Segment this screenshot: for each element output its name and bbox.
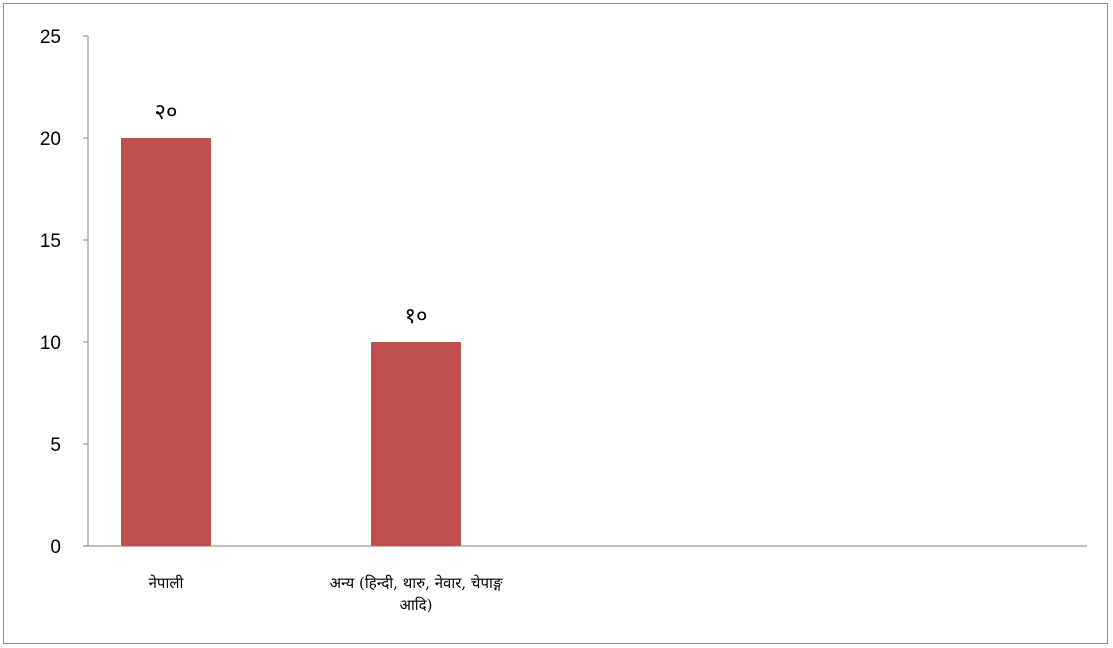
y-tick-label: 10 bbox=[40, 333, 61, 354]
x-tick-label: नेपाली bbox=[149, 574, 185, 592]
y-tick-label: 20 bbox=[40, 129, 61, 150]
y-tick-label: 15 bbox=[40, 231, 61, 252]
y-tick-label: 25 bbox=[40, 27, 61, 48]
data-label: १० bbox=[405, 304, 428, 329]
x-tick-label: अन्य (हिन्दी, थारु, नेवार, चेपाङ्ग bbox=[330, 574, 503, 592]
bar bbox=[121, 138, 211, 546]
bar bbox=[371, 342, 461, 546]
x-tick-label: आदि) bbox=[399, 596, 432, 614]
y-tick-label: 5 bbox=[50, 435, 61, 456]
y-tick-label: 0 bbox=[50, 537, 61, 558]
data-label: २० bbox=[155, 100, 178, 125]
